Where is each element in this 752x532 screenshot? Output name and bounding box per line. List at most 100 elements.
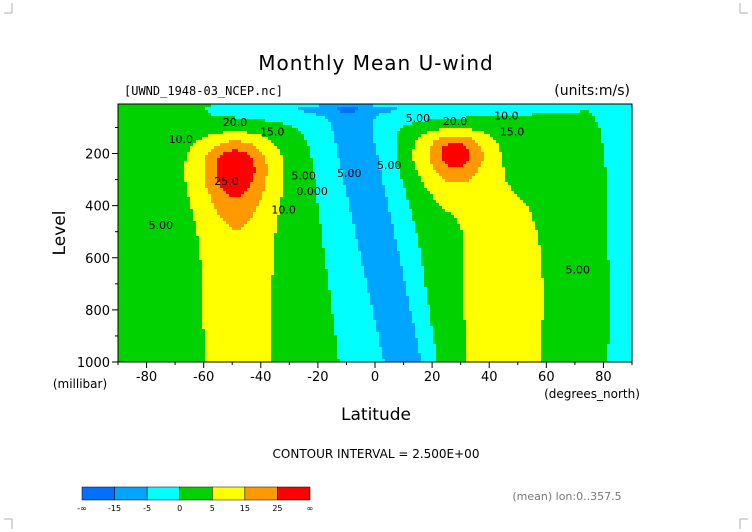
contour-cell xyxy=(262,149,265,152)
contour-cell xyxy=(253,164,256,167)
contour-cell xyxy=(376,119,379,122)
contour-cell xyxy=(430,176,433,179)
contour-cell xyxy=(346,188,349,191)
contour-cell xyxy=(538,164,541,167)
contour-cell xyxy=(220,146,223,149)
contour-cell xyxy=(349,185,352,188)
contour-cell xyxy=(178,176,181,179)
contour-cell xyxy=(364,104,367,107)
contour-cell xyxy=(334,173,337,176)
contour-cell xyxy=(163,161,166,164)
contour-cell xyxy=(274,152,277,155)
contour-cell xyxy=(550,179,553,182)
contour-cell xyxy=(289,116,292,119)
contour-cell xyxy=(550,173,553,176)
contour-cell xyxy=(310,131,313,134)
contour-cell xyxy=(187,110,190,113)
contour-cell xyxy=(424,134,427,137)
contour-cell xyxy=(310,134,313,137)
contour-cell xyxy=(214,140,217,143)
contour-cell xyxy=(415,164,418,167)
contour-cell xyxy=(190,134,193,137)
contour-cell xyxy=(547,131,550,134)
contour-cell xyxy=(214,158,217,161)
contour-cell xyxy=(268,161,271,164)
contour-cell xyxy=(439,104,442,107)
contour-cell xyxy=(304,125,307,128)
contour-cell xyxy=(511,170,514,173)
contour-cell xyxy=(367,173,370,176)
contour-cell xyxy=(238,158,241,161)
contour-cell xyxy=(172,104,175,107)
contour-cell xyxy=(172,119,175,122)
contour-cell xyxy=(475,161,478,164)
contour-cell xyxy=(295,155,298,158)
contour-cell xyxy=(367,122,370,125)
contour-cell xyxy=(556,167,559,170)
contour-cell xyxy=(415,131,418,134)
contour-cell xyxy=(118,107,121,110)
contour-cell xyxy=(439,128,442,131)
contour-cell xyxy=(628,176,631,179)
contour-cell xyxy=(118,185,121,188)
contour-cell xyxy=(472,104,475,107)
contour-cell xyxy=(604,113,607,116)
contour-cell xyxy=(223,155,226,158)
contour-cell xyxy=(421,116,424,119)
contour-cell xyxy=(466,167,469,170)
contour-cell xyxy=(298,164,301,167)
contour-cell xyxy=(412,179,415,182)
contour-cell xyxy=(571,161,574,164)
contour-cell xyxy=(175,146,178,149)
contour-cell xyxy=(391,161,394,164)
contour-cell xyxy=(232,110,235,113)
contour-cell xyxy=(289,155,292,158)
contour-cell xyxy=(127,128,130,131)
contour-cell xyxy=(331,143,334,146)
contour-cell xyxy=(316,158,319,161)
contour-cell xyxy=(379,122,382,125)
contour-cell xyxy=(364,122,367,125)
contour-cell xyxy=(172,170,175,173)
contour-cell xyxy=(181,155,184,158)
contour-cell xyxy=(154,188,157,191)
contour-cell xyxy=(598,104,601,107)
contour-cell xyxy=(205,125,208,128)
contour-cell xyxy=(247,119,250,122)
contour-cell xyxy=(118,152,121,155)
contour-cell xyxy=(289,107,292,110)
contour-cell xyxy=(328,140,331,143)
contour-cell xyxy=(433,179,436,182)
contour-cell xyxy=(547,185,550,188)
contour-cell xyxy=(592,125,595,128)
contour-cell xyxy=(244,131,247,134)
contour-cell xyxy=(337,137,340,140)
contour-cell xyxy=(352,140,355,143)
contour-cell xyxy=(310,128,313,131)
contour-cell xyxy=(499,176,502,179)
contour-cell xyxy=(595,110,598,113)
contour-cell xyxy=(202,167,205,170)
contour-cell xyxy=(328,149,331,152)
contour-cell xyxy=(568,128,571,131)
contour-cell xyxy=(331,146,334,149)
contour-cell xyxy=(271,173,274,176)
contour-cell xyxy=(133,185,136,188)
contour-cell xyxy=(532,149,535,152)
contour-cell xyxy=(481,179,484,182)
contour-cell xyxy=(175,137,178,140)
contour-cell xyxy=(217,134,220,137)
contour-cell xyxy=(529,176,532,179)
contour-cell xyxy=(187,149,190,152)
contour-cell xyxy=(262,143,265,146)
contour-cell xyxy=(529,116,532,119)
contour-cell xyxy=(508,170,511,173)
contour-cell xyxy=(151,173,154,176)
contour-cell xyxy=(604,161,607,164)
contour-cell xyxy=(196,134,199,137)
contour-cell xyxy=(139,134,142,137)
contour-cell xyxy=(145,107,148,110)
contour-cell xyxy=(514,185,517,188)
contour-cell xyxy=(376,188,379,191)
contour-cell xyxy=(163,137,166,140)
